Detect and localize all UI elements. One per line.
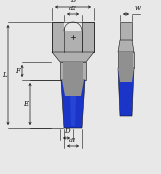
Bar [120,22,132,40]
Polygon shape [64,22,82,31]
Text: d2: d2 [69,6,77,11]
Text: w: w [135,4,141,12]
Polygon shape [52,52,94,62]
Text: D: D [64,127,69,135]
Text: F: F [16,67,20,75]
Bar [60,62,86,80]
Bar [82,22,94,52]
Bar [52,22,64,52]
Bar [118,52,134,68]
Polygon shape [70,96,76,126]
Polygon shape [61,80,85,128]
Text: B: B [70,0,76,3]
Polygon shape [118,68,134,116]
Bar [63,62,83,80]
Polygon shape [118,40,134,52]
Bar [119,52,133,68]
Text: d1: d1 [69,138,77,143]
Text: E: E [24,100,28,108]
Text: L: L [2,71,6,79]
Polygon shape [62,80,84,96]
Bar [64,31,82,52]
Polygon shape [118,68,134,82]
